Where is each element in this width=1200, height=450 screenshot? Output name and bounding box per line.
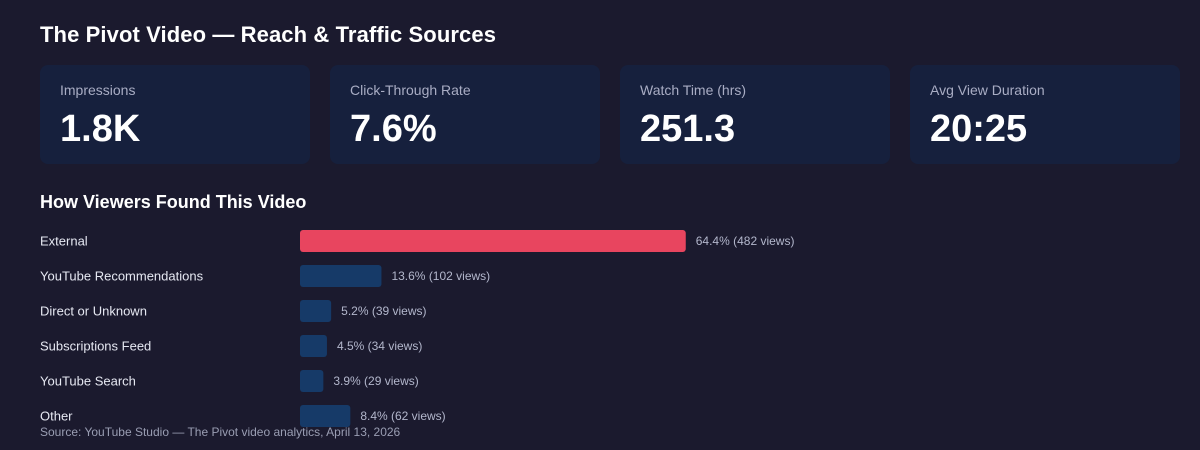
bar	[300, 335, 327, 357]
kpi-card-avg-view-duration: Avg View Duration 20:25	[910, 65, 1180, 164]
kpi-value: 251.3	[640, 108, 736, 150]
page-title: The Pivot Video — Reach & Traffic Source…	[40, 22, 497, 47]
bar-category-label: Subscriptions Feed	[40, 339, 151, 354]
kpi-value: 20:25	[930, 108, 1028, 150]
kpi-cards: Impressions 1.8K Click-Through Rate 7.6%…	[40, 65, 1180, 164]
kpi-label: Click-Through Rate	[350, 82, 471, 98]
chart-title: How Viewers Found This Video	[40, 192, 307, 212]
kpi-label: Avg View Duration	[930, 82, 1045, 98]
bar	[300, 370, 324, 392]
bar-category-label: External	[40, 234, 88, 249]
bar-value-label: 3.9% (29 views)	[333, 374, 418, 388]
kpi-card-ctr: Click-Through Rate 7.6%	[330, 65, 600, 164]
kpi-value: 1.8K	[60, 108, 141, 150]
kpi-card-watch-time: Watch Time (hrs) 251.3	[620, 65, 890, 164]
kpi-card-impressions: Impressions 1.8K	[40, 65, 310, 164]
kpi-value: 7.6%	[350, 108, 437, 150]
bar-value-label: 13.6% (102 views)	[391, 269, 490, 283]
bar-value-label: 4.5% (34 views)	[337, 339, 422, 353]
bar-value-label: 5.2% (39 views)	[341, 304, 426, 318]
kpi-label: Impressions	[60, 82, 136, 98]
bar	[300, 300, 332, 322]
source-note: Source: YouTube Studio — The Pivot video…	[40, 425, 401, 439]
kpi-label: Watch Time (hrs)	[640, 82, 747, 98]
bar-category-label: Direct or Unknown	[40, 304, 147, 319]
bar	[300, 405, 351, 427]
bar-category-label: YouTube Recommendations	[40, 269, 204, 284]
bar-category-label: Other	[40, 409, 73, 424]
bar	[300, 265, 382, 287]
bar-value-label: 64.4% (482 views)	[696, 234, 795, 248]
bar-category-label: YouTube Search	[40, 374, 136, 389]
bar	[300, 230, 686, 252]
bar-value-label: 8.4% (62 views)	[360, 409, 445, 423]
